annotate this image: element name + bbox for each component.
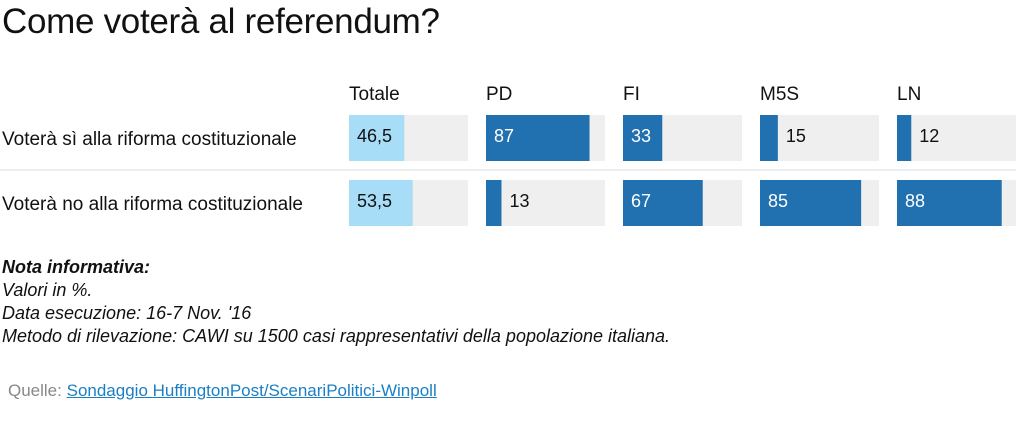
- value-label-no-ln: 88: [905, 191, 925, 211]
- grouped-bar-chart: Totale PD FI M5S LN Voterà sì alla riforma co…: [0, 84, 1016, 226]
- notes-line-units: Valori in %.: [2, 280, 93, 300]
- notes-heading: Nota informativa:: [2, 257, 151, 277]
- bar-no-fi: [623, 180, 703, 226]
- notes-block: Nota informativa: Valori in %. Data esec…: [2, 256, 670, 348]
- notes-line-method: Metodo di rilevazione: CAWI su 1500 casi…: [2, 326, 671, 346]
- source-link[interactable]: Sondaggio HuffingtonPost/ScenariPolitici…: [66, 381, 437, 400]
- column-header-pd: PD: [486, 84, 512, 105]
- bar-si-pd: [486, 115, 590, 161]
- value-label-no-totale: 53,5: [357, 191, 392, 211]
- source-label: Quelle:: [8, 381, 62, 400]
- value-label-si-ln: 12: [919, 126, 939, 146]
- track-si-ln: [897, 115, 1016, 161]
- value-label-no-pd: 13: [509, 191, 529, 211]
- row-label-si: Voterà sì alla riforma costituzionale: [2, 129, 297, 150]
- value-label-si-m5s: 15: [786, 126, 806, 146]
- column-header-fi: FI: [623, 84, 640, 105]
- value-label-si-fi: 33: [631, 126, 651, 146]
- value-label-no-m5s: 85: [768, 191, 788, 211]
- value-label-no-fi: 67: [631, 191, 651, 211]
- bar-no-totale: [349, 180, 413, 226]
- bar-no-pd: [486, 180, 502, 226]
- bar-si-fi: [623, 115, 663, 161]
- value-label-si-pd: 87: [494, 126, 514, 146]
- bar-no-ln: [897, 180, 1002, 226]
- column-header-totale: Totale: [349, 84, 400, 105]
- bar-si-m5s: [760, 115, 778, 161]
- source-line: Quelle: Sondaggio HuffingtonPost/Scenari…: [8, 381, 437, 401]
- value-label-si-totale: 46,5: [357, 126, 392, 146]
- bar-no-m5s: [760, 180, 862, 226]
- row-label-no: Voterà no alla riforma costituzionale: [2, 194, 303, 215]
- bar-si-ln: [897, 115, 912, 161]
- track-no-pd: [486, 180, 605, 226]
- chart-title: Come voterà al referendum?: [2, 2, 440, 41]
- bar-si-totale: [349, 115, 405, 161]
- track-si-m5s: [760, 115, 879, 161]
- notes-line-date: Data esecuzione: 16-7 Nov. '16: [2, 303, 252, 323]
- column-header-ln: LN: [897, 84, 921, 105]
- column-header-m5s: M5S: [760, 84, 799, 105]
